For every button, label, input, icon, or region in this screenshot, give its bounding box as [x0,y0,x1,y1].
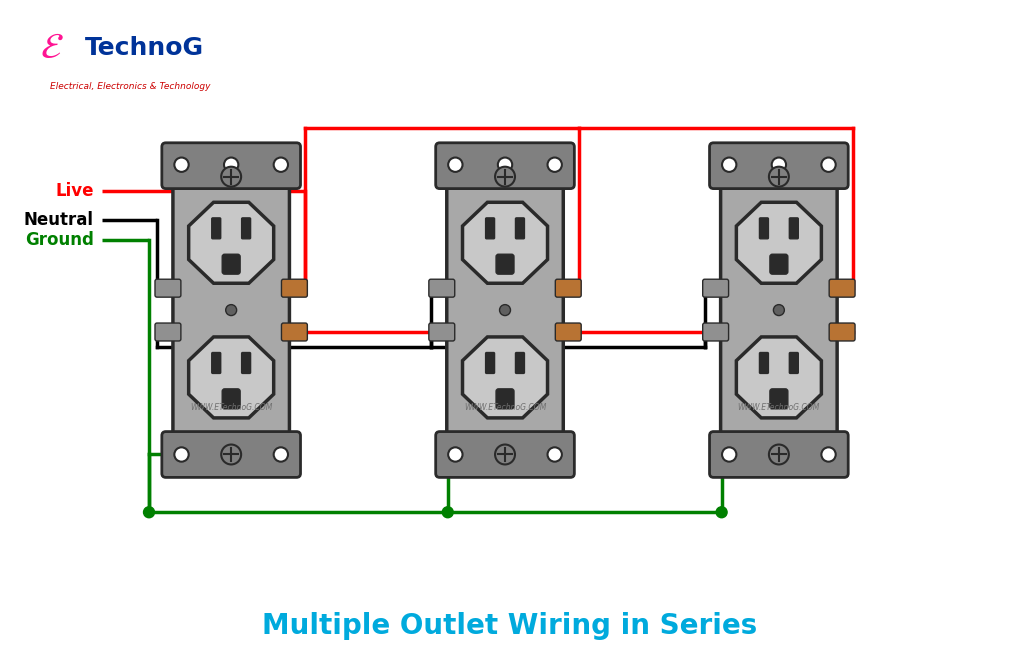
Circle shape [222,167,241,187]
Text: Multiple Outlet Wiring in Series: Multiple Outlet Wiring in Series [262,612,758,640]
FancyBboxPatch shape [555,323,581,341]
FancyBboxPatch shape [710,143,848,189]
Circle shape [769,167,789,187]
Text: Live: Live [55,182,94,200]
Circle shape [773,305,784,316]
Text: WWW.ETechnoG.COM: WWW.ETechnoG.COM [464,403,546,412]
FancyBboxPatch shape [211,352,221,374]
FancyBboxPatch shape [770,254,788,274]
FancyBboxPatch shape [702,279,729,297]
Circle shape [821,448,836,462]
Circle shape [448,158,463,172]
FancyBboxPatch shape [162,432,300,477]
Circle shape [547,158,562,172]
FancyBboxPatch shape [155,323,181,341]
FancyBboxPatch shape [447,175,564,446]
Circle shape [498,158,513,172]
FancyBboxPatch shape [721,175,837,446]
Polygon shape [189,202,274,283]
Polygon shape [463,337,547,418]
Text: $\mathcal{E}$: $\mathcal{E}$ [40,31,63,65]
FancyBboxPatch shape [223,389,240,409]
FancyBboxPatch shape [429,279,454,297]
Circle shape [175,158,189,172]
FancyBboxPatch shape [282,323,307,341]
Text: TechnoG: TechnoG [85,36,204,61]
Text: Neutral: Neutral [23,211,94,229]
FancyBboxPatch shape [436,143,575,189]
FancyBboxPatch shape [516,352,525,374]
FancyBboxPatch shape [496,389,514,409]
Circle shape [175,448,189,462]
Polygon shape [189,337,274,418]
Circle shape [274,158,288,172]
FancyBboxPatch shape [496,254,514,274]
Text: Electrical, Electronics & Technology: Electrical, Electronics & Technology [50,82,210,90]
FancyBboxPatch shape [429,323,454,341]
Polygon shape [736,202,821,283]
FancyBboxPatch shape [829,279,855,297]
Polygon shape [736,337,821,418]
Circle shape [716,507,727,518]
Circle shape [772,158,786,172]
FancyBboxPatch shape [770,389,788,409]
Polygon shape [463,202,547,283]
Circle shape [224,448,238,462]
Circle shape [495,444,515,464]
FancyBboxPatch shape [211,218,221,239]
FancyBboxPatch shape [760,218,769,239]
Circle shape [224,158,238,172]
Circle shape [769,444,789,464]
FancyBboxPatch shape [710,432,848,477]
FancyBboxPatch shape [242,352,250,374]
FancyBboxPatch shape [516,218,525,239]
Circle shape [442,507,453,518]
Circle shape [722,448,736,462]
Text: WWW.ETechnoG.COM: WWW.ETechnoG.COM [190,403,273,412]
Circle shape [222,444,241,464]
Circle shape [495,167,515,187]
FancyBboxPatch shape [486,218,494,239]
FancyBboxPatch shape [789,218,798,239]
FancyBboxPatch shape [436,432,575,477]
Text: WWW.ETechnoG.COM: WWW.ETechnoG.COM [738,403,820,412]
FancyBboxPatch shape [223,254,240,274]
FancyBboxPatch shape [155,279,181,297]
Circle shape [722,158,736,172]
Circle shape [448,448,463,462]
Circle shape [498,448,513,462]
Circle shape [547,448,562,462]
FancyBboxPatch shape [282,279,307,297]
Circle shape [821,158,836,172]
FancyBboxPatch shape [760,352,769,374]
Circle shape [226,305,237,316]
FancyBboxPatch shape [789,352,798,374]
FancyBboxPatch shape [829,323,855,341]
Circle shape [274,448,288,462]
FancyBboxPatch shape [555,279,581,297]
FancyBboxPatch shape [162,143,300,189]
Circle shape [772,448,786,462]
Circle shape [144,507,154,518]
Circle shape [499,305,510,316]
FancyBboxPatch shape [486,352,494,374]
FancyBboxPatch shape [173,175,289,446]
Text: Ground: Ground [25,231,94,249]
FancyBboxPatch shape [242,218,250,239]
FancyBboxPatch shape [702,323,729,341]
